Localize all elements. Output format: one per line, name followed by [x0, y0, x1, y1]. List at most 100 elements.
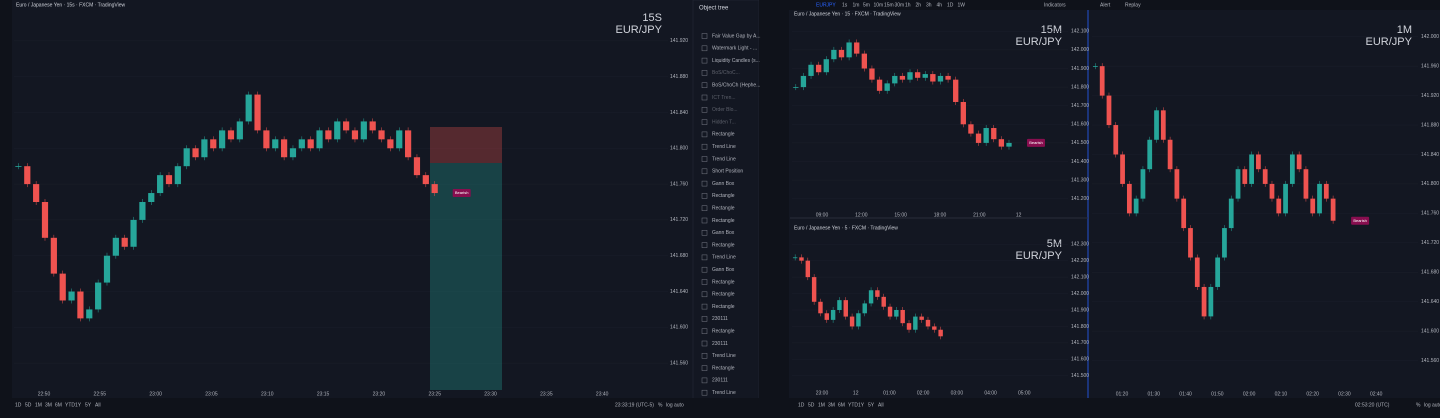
object-tree-item[interactable]: ICT Tren...: [712, 95, 736, 101]
range-button[interactable]: 1Y: [75, 402, 82, 408]
range-button[interactable]: YTD: [65, 402, 75, 408]
range-button[interactable]: YTD: [848, 402, 858, 408]
interval-button[interactable]: 5m: [863, 2, 870, 8]
interval-button[interactable]: 1m: [853, 2, 860, 8]
scale-option[interactable]: %: [658, 402, 663, 408]
x-tick-label: 22:55: [94, 391, 107, 397]
range-button[interactable]: 1M: [35, 402, 42, 408]
object-tree-item[interactable]: Trend Line: [712, 156, 736, 162]
object-tree-item[interactable]: 230111: [712, 316, 728, 322]
second-toolbar: [759, 0, 789, 418]
range-button[interactable]: 1M: [818, 402, 825, 408]
object-tree-item[interactable]: Order Blo...: [712, 107, 738, 113]
object-tree-item[interactable]: 230111: [712, 378, 728, 384]
item-icon: [701, 205, 708, 211]
short-position-target: [430, 163, 502, 390]
object-tree-item[interactable]: Rectangle: [712, 329, 735, 335]
object-tree-item[interactable]: Trend Line: [712, 353, 736, 359]
y-tick-label: 141.700: [1071, 103, 1089, 109]
object-tree-item[interactable]: BoS/ChoC...: [712, 70, 740, 76]
object-tree-item[interactable]: Liquidity Candles (s...: [712, 58, 760, 64]
range-button[interactable]: All: [95, 402, 101, 408]
object-tree-item[interactable]: Rectangle: [712, 292, 735, 298]
candle: [157, 175, 164, 194]
candle: [210, 139, 217, 149]
candle: [930, 74, 936, 82]
range-button[interactable]: 6M: [838, 402, 845, 408]
candle: [846, 42, 852, 58]
object-tree-item[interactable]: Watermark Light - ...: [712, 46, 757, 52]
object-tree-item[interactable]: Trend Line: [712, 390, 736, 396]
range-button[interactable]: 1Y: [858, 402, 865, 408]
x-tick-label: 23:00: [149, 391, 162, 397]
object-tree-item[interactable]: 230111: [712, 341, 728, 347]
interval-button[interactable]: 10m: [874, 2, 884, 8]
range-button[interactable]: All: [878, 402, 884, 408]
scale-option[interactable]: %: [1416, 402, 1421, 408]
range-button[interactable]: 5D: [808, 402, 815, 408]
range-button[interactable]: 1D: [15, 402, 22, 408]
object-tree-item[interactable]: Trend Line: [712, 144, 736, 150]
scale-option[interactable]: auto: [1432, 402, 1440, 408]
toolbar-button[interactable]: Replay: [1125, 2, 1141, 8]
x-tick-label: 01:30: [1148, 391, 1161, 397]
object-tree-item[interactable]: Rectangle: [712, 304, 735, 310]
interval-button[interactable]: 30m: [895, 2, 905, 8]
object-tree-item[interactable]: Rectangle: [712, 132, 735, 138]
object-tree-item[interactable]: Rectangle: [712, 242, 735, 248]
candle: [884, 83, 890, 91]
object-tree-item[interactable]: Short Position: [712, 169, 743, 175]
x-tick-label: 01:00: [883, 390, 896, 396]
x-tick-label: 22:50: [38, 391, 51, 397]
candle: [892, 75, 898, 84]
scale-option[interactable]: log: [1424, 402, 1431, 408]
object-tree-item[interactable]: BoS/ChoCh (Hephe...: [712, 83, 760, 89]
candle: [281, 139, 288, 158]
candle: [1126, 183, 1132, 214]
candle: [148, 193, 155, 202]
range-button[interactable]: 3M: [45, 402, 52, 408]
range-button[interactable]: 1D: [798, 402, 805, 408]
object-tree-item[interactable]: Gann Box: [712, 267, 735, 273]
interval-button[interactable]: 4h: [937, 2, 943, 8]
range-button[interactable]: 5Y: [868, 402, 875, 408]
object-tree-item[interactable]: Gann Box: [712, 181, 735, 187]
candle: [1242, 169, 1248, 184]
interval-button[interactable]: 1h: [905, 2, 911, 8]
object-tree-item[interactable]: Rectangle: [712, 218, 735, 224]
range-button[interactable]: 5D: [25, 402, 32, 408]
object-tree-item[interactable]: Rectangle: [712, 365, 735, 371]
object-tree-item[interactable]: Rectangle: [712, 206, 735, 212]
interval-button[interactable]: 1s: [842, 2, 848, 8]
interval-button[interactable]: 1W: [958, 2, 966, 8]
y-tick-label: 141.880: [670, 74, 688, 80]
y-tick-label: 142.200: [1071, 258, 1089, 264]
object-tree-item[interactable]: Fair Value Gap by A...: [712, 33, 761, 39]
object-tree-item[interactable]: Hidden T...: [712, 119, 736, 125]
candle: [953, 79, 959, 102]
candle: [906, 323, 912, 330]
object-tree-item[interactable]: Rectangle: [712, 193, 735, 199]
object-tree-item[interactable]: Rectangle: [712, 279, 735, 285]
symbol[interactable]: EURJPY: [816, 2, 836, 8]
item-icon: [701, 82, 708, 88]
toolbar-button[interactable]: Alert: [1100, 2, 1111, 8]
y-tick-label: 142.300: [1071, 242, 1089, 248]
toolbar-button[interactable]: Indicators: [1044, 2, 1066, 8]
object-tree-item[interactable]: Trend Line: [712, 255, 736, 261]
interval-button[interactable]: 2h: [916, 2, 922, 8]
scale-option[interactable]: auto: [674, 402, 684, 408]
watermark-interval: 15S: [642, 12, 662, 24]
object-tree-item[interactable]: Gann Box: [712, 230, 735, 236]
range-button[interactable]: 6M: [55, 402, 62, 408]
candle: [1201, 286, 1207, 317]
range-button[interactable]: 3M: [828, 402, 835, 408]
interval-button[interactable]: 1D: [947, 2, 954, 8]
range-button[interactable]: 5Y: [85, 402, 92, 408]
scale-option[interactable]: log: [666, 402, 673, 408]
candle: [405, 130, 412, 158]
y-tick-label: 142.100: [1071, 29, 1089, 35]
interval-button[interactable]: 15m: [884, 2, 894, 8]
interval-button[interactable]: 3h: [926, 2, 932, 8]
x-tick-label: 02:30: [1338, 391, 1351, 397]
